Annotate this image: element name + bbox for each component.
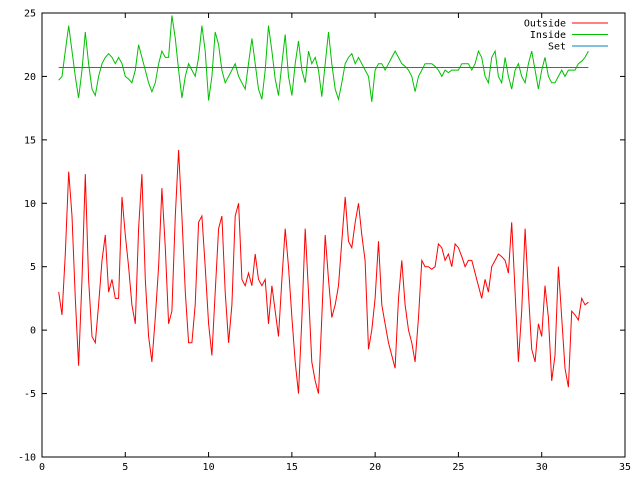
- legend-label-outside: Outside: [524, 19, 566, 30]
- x-tick-label: 5: [122, 462, 128, 473]
- series-line-outside: [58, 149, 589, 394]
- x-tick-label: 20: [369, 462, 381, 473]
- y-tick-label: -10: [18, 453, 36, 464]
- legend-label-inside: Inside: [530, 30, 566, 41]
- y-tick-label: -5: [24, 389, 36, 400]
- x-tick-label: 0: [39, 462, 45, 473]
- x-tick-label: 10: [203, 462, 215, 473]
- y-tick-label: 15: [24, 135, 36, 146]
- x-tick-label: 35: [619, 462, 631, 473]
- y-tick-label: 10: [24, 199, 36, 210]
- x-tick-label: 25: [452, 462, 464, 473]
- y-tick-label: 0: [30, 326, 36, 337]
- x-tick-label: 15: [286, 462, 298, 473]
- legend-label-set: Set: [548, 42, 566, 53]
- y-tick-label: 20: [24, 72, 36, 83]
- y-tick-label: 25: [24, 9, 36, 20]
- y-tick-label: 5: [30, 262, 36, 273]
- plot-frame: [41, 12, 626, 458]
- series-layer: [58, 15, 589, 394]
- x-tick-label: 30: [536, 462, 548, 473]
- axis-ticks: 0 5 10 15 20 25 30 35 -10 -5 0 5 10 15 20 25: [18, 9, 631, 474]
- series-line-inside: [58, 15, 589, 102]
